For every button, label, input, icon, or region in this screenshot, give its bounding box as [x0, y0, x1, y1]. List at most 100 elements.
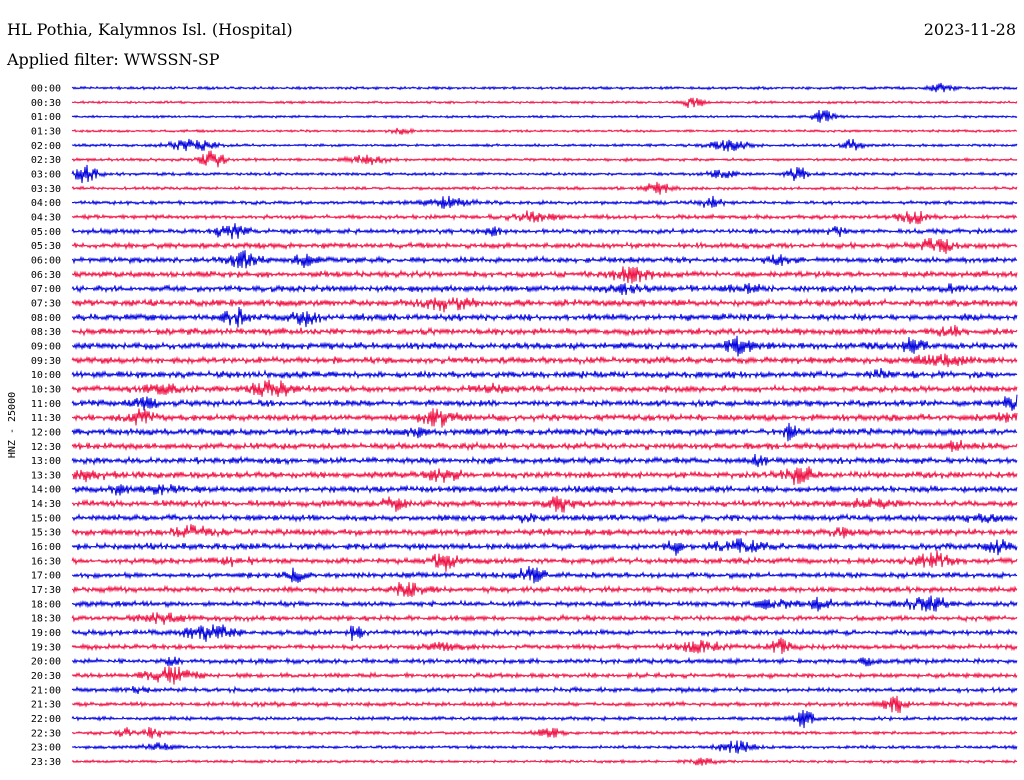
trace-23:00 [71, 740, 1018, 754]
trace-20:00 [71, 656, 1018, 667]
row-time-label: 09:30 [31, 356, 61, 367]
trace-21:30 [71, 695, 1018, 713]
trace-19:30 [71, 637, 1018, 655]
trace-19:00 [71, 624, 1018, 642]
row-time-label: 02:30 [31, 155, 61, 166]
row-time-label: 01:30 [31, 126, 61, 137]
row-time-label: 12:30 [31, 442, 61, 453]
trace-14:00 [71, 484, 1018, 496]
row-time-label: 02:00 [31, 141, 61, 152]
row-time-label: 22:00 [31, 714, 61, 725]
trace-05:00 [71, 223, 1018, 240]
trace-18:30 [71, 612, 1018, 625]
trace-03:30 [71, 181, 1018, 195]
row-time-label: 19:30 [31, 642, 61, 653]
row-time-label: 08:30 [31, 327, 61, 338]
row-time-label: 12:00 [31, 427, 61, 438]
row-time-label: 13:30 [31, 470, 61, 481]
row-time-label: 21:00 [31, 685, 61, 696]
trace-08:30 [71, 324, 1018, 337]
trace-07:00 [71, 283, 1018, 295]
row-time-label: 13:00 [31, 456, 61, 467]
row-time-label: 20:30 [31, 671, 61, 682]
row-time-label: 23:30 [31, 757, 61, 768]
trace-17:00 [71, 565, 1018, 584]
row-time-label: 18:00 [31, 599, 61, 610]
row-time-label: 11:30 [31, 413, 61, 424]
row-time-label: 03:00 [31, 169, 61, 180]
trace-04:30 [71, 210, 1018, 225]
row-label-group: 00:00 00:30 01:00 01:30 02:00 02:30 03:00 03:30… [31, 84, 61, 769]
trace-06:30 [71, 266, 1018, 284]
row-time-label: 16:00 [31, 542, 61, 553]
row-time-label: 17:30 [31, 585, 61, 596]
trace-17:30 [71, 582, 1018, 597]
row-time-label: 14:00 [31, 485, 61, 496]
row-time-label: 07:00 [31, 284, 61, 295]
trace-05:30 [71, 238, 1018, 254]
trace-21:00 [71, 685, 1018, 695]
row-time-label: 04:30 [31, 212, 61, 223]
row-time-label: 01:00 [31, 112, 61, 123]
trace-12:00 [71, 422, 1018, 442]
trace-03:00 [71, 164, 1018, 184]
date-label: 2023-11-28 [923, 20, 1016, 39]
trace-22:00 [71, 709, 1018, 729]
trace-13:00 [71, 454, 1018, 468]
row-time-label: 07:30 [31, 298, 61, 309]
trace-09:30 [71, 353, 1018, 368]
row-time-label: 20:00 [31, 657, 61, 668]
row-time-label: 17:00 [31, 571, 61, 582]
trace-02:30 [71, 150, 1018, 168]
row-time-label: 09:00 [31, 341, 61, 352]
row-time-label: 05:30 [31, 241, 61, 252]
row-time-label: 10:30 [31, 384, 61, 395]
row-time-label: 00:00 [31, 84, 61, 95]
trace-04:00 [71, 195, 1018, 209]
row-time-label: 15:00 [31, 513, 61, 524]
trace-16:00 [71, 538, 1018, 556]
trace-10:00 [71, 368, 1018, 380]
trace-group [71, 82, 1018, 766]
row-time-label: 19:00 [31, 628, 61, 639]
trace-15:00 [71, 512, 1018, 524]
trace-16:30 [71, 550, 1018, 572]
row-time-label: 23:00 [31, 743, 61, 754]
row-time-label: 15:30 [31, 528, 61, 539]
row-time-label: 10:00 [31, 370, 61, 381]
trace-06:00 [71, 250, 1018, 269]
trace-11:30 [71, 408, 1018, 428]
station-title: HL Pothia, Kalymnos Isl. (Hospital) [7, 20, 293, 39]
trace-12:30 [71, 439, 1018, 453]
row-time-label: 06:00 [31, 255, 61, 266]
trace-08:00 [71, 306, 1018, 328]
row-time-label: 14:30 [31, 499, 61, 510]
trace-20:30 [71, 666, 1018, 685]
trace-09:00 [71, 335, 1018, 357]
row-time-label: 03:30 [31, 184, 61, 195]
row-time-label: 22:30 [31, 728, 61, 739]
row-time-label: 04:00 [31, 198, 61, 209]
trace-14:30 [71, 495, 1018, 513]
trace-07:30 [71, 297, 1018, 313]
row-time-label: 05:00 [31, 227, 61, 238]
row-time-label: 08:00 [31, 313, 61, 324]
row-time-label: 16:30 [31, 556, 61, 567]
trace-23:30 [71, 757, 1018, 766]
trace-00:30 [71, 97, 1018, 108]
trace-13:30 [71, 466, 1018, 486]
trace-01:00 [71, 109, 1018, 123]
trace-01:30 [71, 127, 1017, 135]
row-time-label: 18:30 [31, 614, 61, 625]
row-time-label: 06:30 [31, 270, 61, 281]
trace-18:00 [71, 595, 1018, 612]
trace-10:30 [71, 379, 1018, 397]
trace-11:00 [71, 394, 1018, 411]
filter-label: Applied filter: WWSSN-SP [7, 50, 220, 69]
trace-15:30 [71, 524, 1018, 539]
trace-22:30 [71, 727, 1018, 739]
row-time-label: 21:30 [31, 700, 61, 711]
row-time-label: 00:30 [31, 98, 61, 109]
row-time-label: 11:00 [31, 399, 61, 410]
